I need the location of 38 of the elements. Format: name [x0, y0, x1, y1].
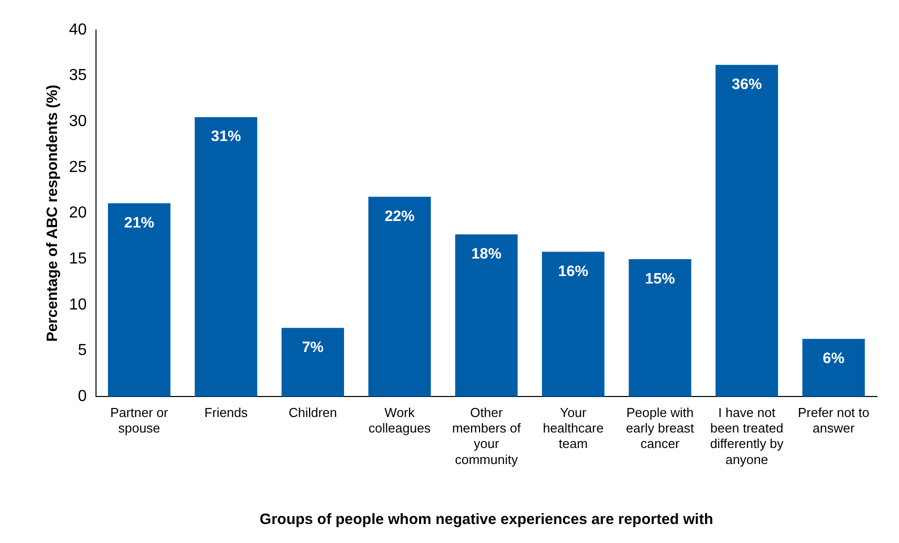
y-tick-label: 25: [69, 158, 87, 176]
data-label: 22%: [384, 208, 415, 225]
bar: [542, 252, 604, 397]
x-tick-label: Other members of your community: [452, 404, 522, 467]
bar: [628, 259, 692, 397]
y-tick-label: 15: [69, 250, 87, 268]
bar: [455, 234, 518, 397]
x-tick-label: Work colleagues: [368, 404, 432, 436]
data-label: 16%: [558, 262, 588, 280]
x-tick-label: Partner or spouse: [110, 404, 169, 436]
bar: [194, 117, 258, 397]
data-label: 7%: [302, 339, 324, 356]
bar: [716, 64, 778, 397]
data-label: 31%: [210, 128, 242, 146]
x-tick-label: Children: [288, 404, 338, 420]
bar: [108, 203, 170, 397]
bar: [368, 196, 431, 397]
data-label: 36%: [732, 76, 762, 93]
x-tick-label: Friends: [204, 404, 248, 420]
data-label: 18%: [471, 246, 502, 263]
y-tick-label: 40: [69, 21, 87, 38]
y-tick-label: 5: [78, 342, 87, 360]
data-label: 21%: [124, 214, 154, 232]
bar: [802, 338, 865, 397]
y-tick-label: 0: [78, 388, 87, 406]
y-tick-label: 10: [69, 296, 87, 314]
x-axis-title: Groups of people whom negative experiences are reported with: [260, 511, 714, 528]
x-tick-label: People with early breast cancer: [626, 404, 694, 452]
y-tick-label: 35: [69, 67, 87, 84]
bar: [282, 328, 344, 397]
data-label: 6%: [822, 350, 844, 367]
x-tick-label: Your healthcare team: [542, 404, 604, 452]
x-tick-label: Prefer not to answer: [798, 404, 870, 436]
y-tick-label: 20: [69, 204, 87, 222]
y-tick-label: 30: [69, 113, 87, 130]
y-axis-title: Percentage of ABC respondents (%): [44, 84, 62, 342]
data-label: 15%: [644, 270, 676, 288]
x-tick-label: I have not been treated differently by anyone: [710, 404, 784, 467]
